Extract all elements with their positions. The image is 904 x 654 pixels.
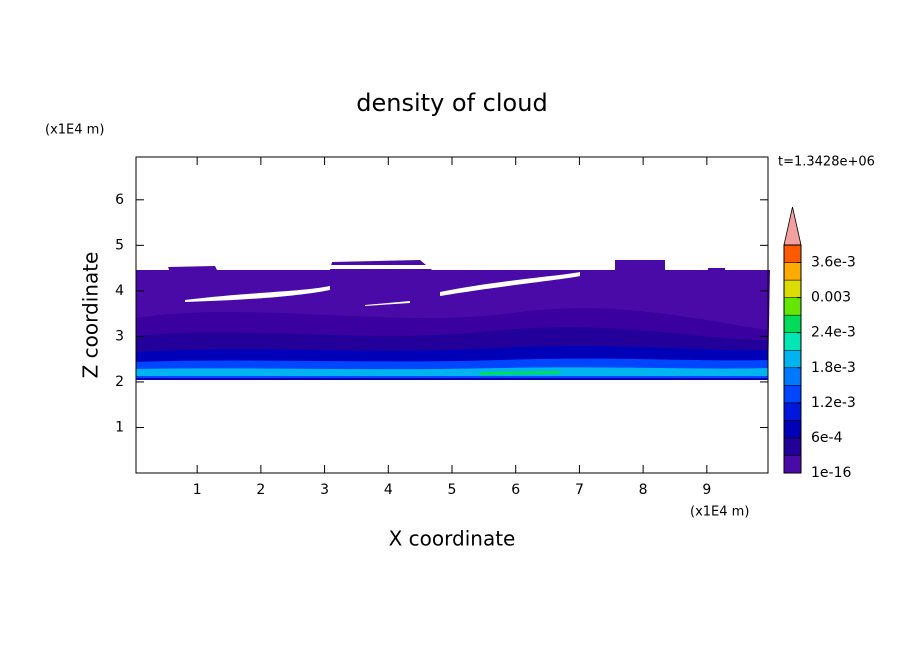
x-axis-label: X coordinate [389, 527, 516, 551]
y-tick-label: 2 [115, 374, 124, 390]
x-tick-label: 8 [639, 482, 648, 498]
x-tick-label: 9 [702, 482, 711, 498]
colorbar-tick-label: 3.6e-3 [811, 255, 856, 271]
x-tick-label: 7 [575, 482, 584, 498]
y-tick-label: 4 [115, 283, 124, 299]
x-tick-label: 4 [384, 482, 393, 498]
x-tick-label: 6 [511, 482, 520, 498]
colorbar-frame [783, 244, 802, 474]
colorbar-segment [783, 314, 802, 333]
x-tick-label: 2 [256, 482, 265, 498]
colorbar-extension [783, 206, 802, 246]
colorbar-segment [783, 297, 802, 316]
colorbar-tick-label: 2.4e-3 [811, 325, 856, 341]
colorbar-segment [783, 262, 802, 281]
y-tick-label: 3 [115, 328, 124, 344]
chart-title: density of cloud [356, 89, 547, 117]
y-tick-label: 5 [115, 237, 124, 253]
contour-region [136, 367, 768, 376]
colorbar-segment [783, 420, 802, 439]
colorbar-tick-label: 6e-4 [811, 430, 843, 446]
contour-field [136, 260, 770, 380]
colorbar-segment [783, 455, 802, 474]
colorbar-tick-label: 1.8e-3 [811, 360, 856, 376]
y-unit: (x1E4 m) [45, 123, 104, 138]
x-unit: (x1E4 m) [690, 505, 749, 520]
x-tick-label: 3 [320, 482, 329, 498]
x-tick-label: 5 [448, 482, 457, 498]
colorbar-segment [783, 402, 802, 421]
y-axis-label: Z coordinate [79, 252, 103, 379]
colorbar-tick-label: 1.2e-3 [811, 395, 856, 411]
y-tick-label: 1 [115, 419, 124, 435]
contour-region [480, 371, 560, 375]
colorbar-tick-label: 0.003 [811, 290, 851, 306]
x-tick-label: 1 [193, 482, 202, 498]
colorbar-segment [783, 349, 802, 369]
colorbar-segment [783, 437, 802, 456]
colorbar-segment [783, 332, 802, 351]
colorbar-segment [783, 367, 802, 386]
colorbar-segment [783, 244, 802, 263]
y-tick-label: 6 [115, 192, 124, 208]
colorbar-tick-label: 1e-16 [811, 465, 851, 481]
time-label: t=1.3428e+06 [778, 155, 875, 170]
colorbar-segment [783, 279, 802, 298]
colorbar-segment [783, 385, 802, 404]
